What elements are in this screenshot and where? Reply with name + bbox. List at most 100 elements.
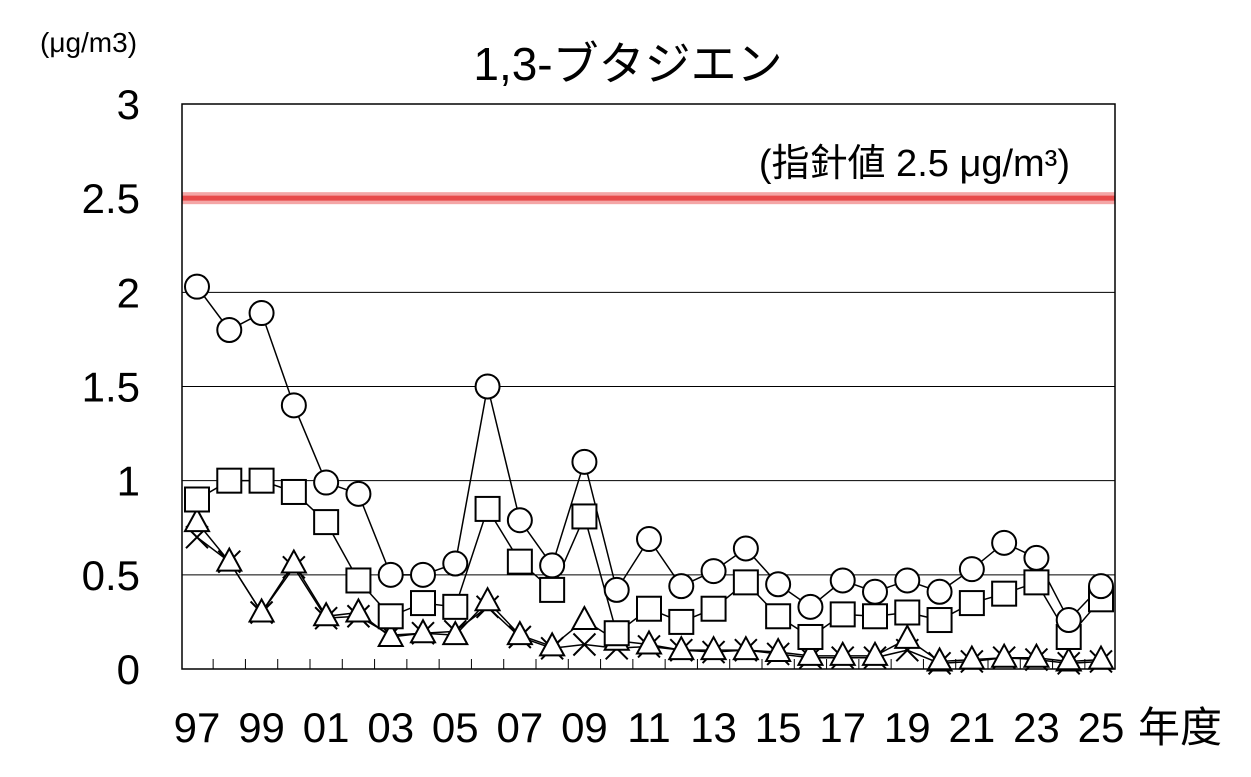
point-triangle <box>1022 642 1051 668</box>
point-square <box>345 567 372 594</box>
point-square <box>184 486 210 513</box>
x-tick-label: 17 <box>819 704 866 751</box>
point-circle <box>1023 544 1050 571</box>
point-triangle <box>829 640 857 666</box>
x-tick-label: 07 <box>496 704 543 751</box>
point-triangle <box>183 507 211 533</box>
point-triangle <box>570 604 599 631</box>
y-tick-label: 0.5 <box>82 552 140 599</box>
y-axis-unit-label: (μg/m3) <box>40 27 137 58</box>
point-triangle <box>699 635 728 661</box>
point-square <box>991 580 1018 607</box>
point-triangle <box>635 629 663 655</box>
point-triangle <box>990 642 1018 668</box>
point-square <box>894 599 921 626</box>
y-axis-ticks: 0 0.5 1 1.5 2 2.5 3 <box>82 81 140 693</box>
point-circle <box>894 567 921 594</box>
x-tick-label: 97 <box>174 704 221 751</box>
point-circle <box>829 567 856 594</box>
point-triangle <box>312 601 340 627</box>
point-circle <box>571 448 598 475</box>
y-tick-label: 0 <box>117 646 140 693</box>
point-triangle <box>344 597 373 623</box>
point-circle <box>603 576 630 603</box>
point-square <box>539 576 566 603</box>
point-circle <box>216 317 243 343</box>
point-triangle <box>441 620 469 646</box>
point-square <box>571 503 598 530</box>
plot-frame <box>181 103 1116 670</box>
point-triangle <box>764 636 792 663</box>
point-circle <box>184 273 210 300</box>
point-square <box>1023 569 1050 596</box>
x-tick-label: 05 <box>432 704 479 751</box>
point-circle <box>248 300 275 327</box>
series-group <box>183 273 1115 676</box>
point-square <box>797 623 824 650</box>
point-triangle <box>861 640 889 666</box>
point-circle <box>345 480 372 507</box>
point-square <box>668 608 695 635</box>
point-circle <box>765 571 792 598</box>
point-square <box>829 601 856 628</box>
point-triangle <box>958 644 986 670</box>
guideline: (指針値 2.5 μg/m³) <box>182 143 1115 205</box>
point-square <box>926 607 953 634</box>
x-tick-label: 11 <box>627 704 671 751</box>
point-circle <box>700 558 727 585</box>
point-square <box>765 603 792 630</box>
point-circle <box>732 535 759 562</box>
point-triangle <box>732 635 760 661</box>
point-triangle <box>280 548 308 574</box>
point-circle <box>926 578 953 605</box>
point-triangle <box>247 597 276 623</box>
point-circle <box>539 552 566 579</box>
point-triangle <box>538 631 566 657</box>
y-tick-label: 2 <box>117 269 140 316</box>
x-tick-label: 99 <box>238 704 285 751</box>
x-tick-label: 01 <box>303 704 350 751</box>
point-circle <box>1055 607 1082 634</box>
point-circle <box>1088 573 1114 600</box>
point-circle <box>410 561 436 588</box>
y-tick-label: 3 <box>117 81 140 128</box>
chart-title: 1,3-ブタジエン <box>473 38 782 90</box>
x-tick-label: 23 <box>1013 704 1060 751</box>
point-square <box>603 620 630 647</box>
point-square <box>700 595 727 622</box>
point-square <box>248 467 275 494</box>
point-circle <box>506 507 533 534</box>
point-triangle <box>925 646 954 672</box>
point-circle <box>313 469 340 496</box>
point-circle <box>958 556 985 583</box>
y-tick-label: 1 <box>117 458 140 505</box>
point-triangle <box>506 620 534 646</box>
point-circle <box>442 550 469 577</box>
point-circle <box>991 529 1018 556</box>
point-circle <box>797 593 824 620</box>
point-circle <box>636 526 662 553</box>
point-square <box>506 548 533 575</box>
point-triangle <box>893 623 921 649</box>
point-square <box>313 509 340 536</box>
x-tick-label: 19 <box>884 704 931 751</box>
point-square <box>862 603 888 630</box>
y-tick-label: 2.5 <box>82 175 140 222</box>
point-triangle <box>409 618 437 644</box>
x-tick-label: 09 <box>561 704 608 751</box>
point-square <box>958 590 985 617</box>
point-square <box>732 569 759 596</box>
point-square <box>216 467 243 494</box>
point-triangle <box>473 586 502 612</box>
y-tick-label: 1.5 <box>82 364 140 411</box>
x-tick-label: 13 <box>690 704 737 751</box>
point-triangle <box>215 546 243 572</box>
x-tick-label: 03 <box>367 704 414 751</box>
point-cross <box>572 632 597 657</box>
point-square <box>280 478 307 505</box>
point-triangle <box>1055 646 1083 672</box>
x-tick-label: 25 <box>1078 704 1125 751</box>
point-circle <box>862 578 888 605</box>
x-tick-label: 21 <box>948 704 995 751</box>
